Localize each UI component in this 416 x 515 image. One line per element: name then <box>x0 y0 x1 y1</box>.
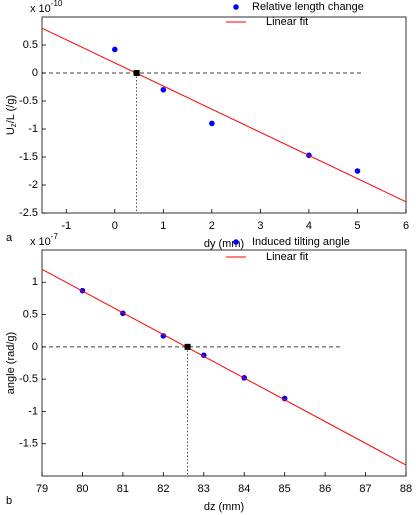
legend-label: Linear fit <box>266 251 308 263</box>
exponent: -10 <box>51 0 63 8</box>
data-point <box>160 333 167 339</box>
y-label-part: /L (/g) <box>5 95 17 123</box>
data-point <box>354 168 361 174</box>
y-axis-label: angle (rad/g) <box>5 332 17 394</box>
panel-label: b <box>6 495 12 507</box>
legend-marker <box>233 4 239 10</box>
x-tick-label: 87 <box>359 483 371 495</box>
x-tick-label: 88 <box>400 483 412 495</box>
y-tick-label: -1 <box>28 123 38 135</box>
y-tick-label: -2.5 <box>19 207 38 219</box>
x-tick-label: 83 <box>198 483 210 495</box>
y-tick-label: -1.5 <box>19 151 38 163</box>
plot-frame <box>41 249 407 477</box>
y-tick-label: -1 <box>28 405 38 417</box>
y-axis-label: Uz/L (/g) <box>5 95 18 135</box>
legend-label: Relative length change <box>252 1 364 13</box>
y-label-part: z <box>9 123 18 127</box>
x-tick-label: 81 <box>117 483 129 495</box>
legend-marker <box>233 239 239 245</box>
axis-multiplier: x 10-10 <box>30 0 63 15</box>
fit-line <box>41 268 407 466</box>
legend-label: Induced tilting angle <box>252 236 350 248</box>
x-tick-label: 86 <box>319 483 331 495</box>
multiplier: x 10 <box>30 3 51 15</box>
x-tick-label: 79 <box>36 483 48 495</box>
y-label-part: U <box>5 127 17 135</box>
data-point <box>209 120 215 127</box>
y-tick-label: 0 <box>32 67 38 79</box>
x-tick-label: 80 <box>76 483 88 495</box>
y-tick-label: -2 <box>28 179 38 191</box>
x-tick-label: 85 <box>279 483 291 495</box>
y-label-part: angle (rad/g) <box>5 332 17 394</box>
y-tick-label: 0.5 <box>23 308 38 320</box>
x-axis-label: dz (mm) <box>204 501 244 513</box>
fit-line <box>41 27 407 203</box>
y-tick-label: 0.5 <box>23 39 38 51</box>
x-tick-label: 1 <box>160 220 166 232</box>
x-tick-label: 84 <box>238 483 250 495</box>
x-tick-label: 6 <box>403 220 409 232</box>
multiplier: x 10 <box>30 236 51 248</box>
data-point <box>160 87 167 93</box>
exponent: -7 <box>51 232 59 241</box>
x-tick-label: 4 <box>306 220 312 232</box>
y-tick-label: 0 <box>32 341 38 353</box>
intercept-marker <box>133 70 140 76</box>
x-tick-label: 0 <box>112 220 118 232</box>
x-axis-label: dy (mm) <box>204 238 244 250</box>
x-tick-label: 5 <box>354 220 360 232</box>
x-tick-label: 3 <box>257 220 263 232</box>
x-tick-label: -1 <box>61 220 71 232</box>
y-tick-label: 1 <box>32 276 38 288</box>
data-point <box>112 46 118 53</box>
axis-multiplier: x 10-7 <box>30 232 58 248</box>
plot-frame <box>41 16 407 214</box>
y-tick-label: -1.5 <box>19 438 38 450</box>
x-tick-label: 2 <box>209 220 215 232</box>
legend-label: Linear fit <box>266 16 308 28</box>
data-point <box>281 395 288 402</box>
x-tick-label: 82 <box>157 483 169 495</box>
y-tick-label: -0.5 <box>19 373 38 385</box>
intercept-marker <box>184 343 191 350</box>
panel-label: a <box>6 232 13 244</box>
y-tick-label: -0.5 <box>19 95 38 107</box>
